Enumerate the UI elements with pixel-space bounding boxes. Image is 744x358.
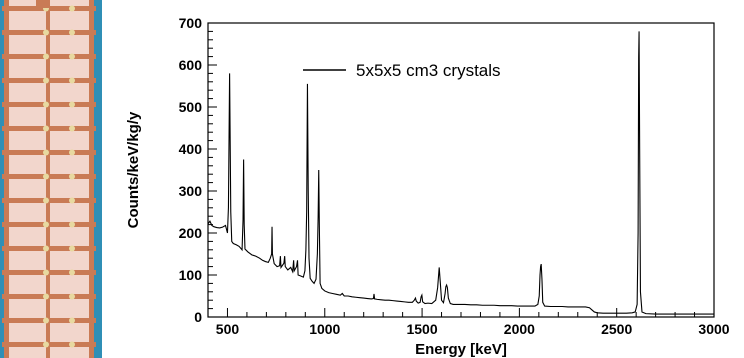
y-axis-label: Counts/keV/kg/y <box>125 111 142 228</box>
legend-entry: 5x5x5 cm3 crystals <box>356 61 501 80</box>
y-tick-label: 200 <box>179 225 203 241</box>
y-tick-label: 0 <box>194 309 202 325</box>
x-axis-label: Energy [keV] <box>415 341 507 358</box>
x-tick-label: 3000 <box>698 321 729 337</box>
y-tick-label: 300 <box>179 183 203 199</box>
x-tick-label: 500 <box>216 321 240 337</box>
spectrum-chart: 500 1000 1500 2000 2500 3000 0 100 200 300 400 500 6… <box>125 15 730 358</box>
x-tick-label: 2000 <box>504 321 535 337</box>
y-tick-label: 500 <box>179 99 203 115</box>
y-tick-label: 400 <box>179 141 203 157</box>
y-tick-label: 700 <box>179 15 203 31</box>
y-tick-label: 100 <box>179 267 203 283</box>
y-tick-label: 600 <box>179 57 203 73</box>
plot-frame <box>207 22 715 318</box>
detector-tower-photo <box>0 0 102 358</box>
x-tick-label: 1500 <box>406 321 437 337</box>
x-tick-label: 1000 <box>309 321 340 337</box>
x-tick-label: 2500 <box>601 321 632 337</box>
series-line <box>207 31 714 315</box>
